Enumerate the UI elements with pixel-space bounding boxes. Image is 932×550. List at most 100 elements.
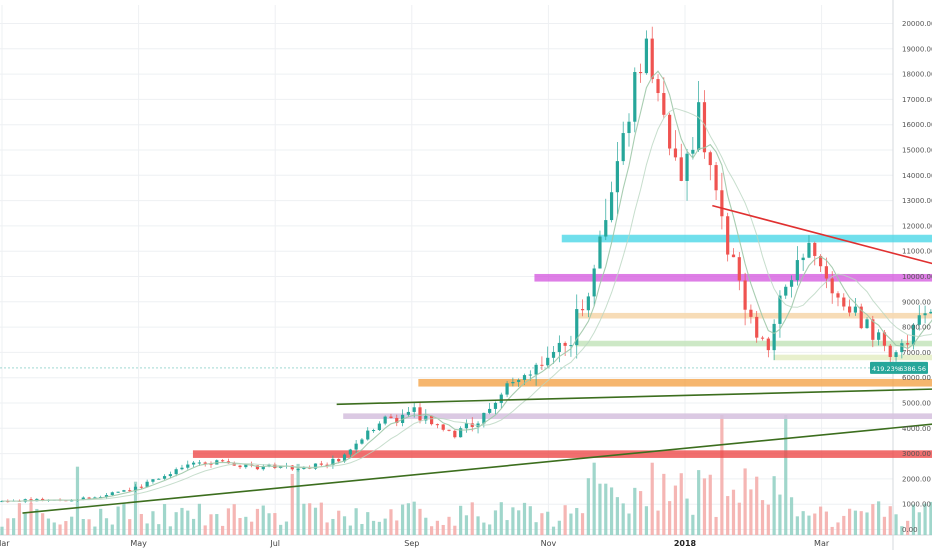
candle-body xyxy=(238,465,242,468)
volume-bar xyxy=(830,526,834,535)
candle-body xyxy=(859,306,863,329)
volume-bar xyxy=(104,518,109,535)
volume-bar xyxy=(232,504,236,535)
volume-bar xyxy=(441,524,445,535)
volume-bar xyxy=(284,521,289,535)
volume-bar xyxy=(691,514,695,535)
price-tick-label: 9000.00 xyxy=(902,298,931,306)
candle-body xyxy=(586,296,590,311)
candle-body xyxy=(70,500,74,502)
volume-bar xyxy=(865,512,869,535)
price-tick-label: 5000.00 xyxy=(902,400,931,408)
candle-body xyxy=(737,257,741,281)
volume-bar xyxy=(505,520,509,535)
time-tick-label: Jul xyxy=(269,539,280,548)
candle-body xyxy=(244,464,248,468)
volume-bar xyxy=(162,504,167,535)
volume-bar xyxy=(726,496,730,535)
volume-bar xyxy=(174,512,178,535)
volume-bar xyxy=(81,519,85,535)
candle-body xyxy=(255,465,260,470)
volume-bar xyxy=(563,505,567,535)
candle-body xyxy=(342,454,347,462)
volume-bar xyxy=(720,415,724,535)
volume-bar xyxy=(453,525,457,535)
candle-body xyxy=(691,149,695,154)
zone-band xyxy=(418,378,932,387)
volume-bar xyxy=(853,510,858,535)
candle-body xyxy=(702,102,707,153)
candle-body xyxy=(848,306,852,313)
price-axis[interactable]: 0.00 1000.00 2000.00 3000.00 4000.00 5000.00 6… xyxy=(902,20,932,534)
volume-bar xyxy=(639,491,643,535)
volume-bar xyxy=(923,503,927,535)
candle-body xyxy=(186,464,190,468)
candle-body xyxy=(302,467,306,469)
volume-bar xyxy=(267,513,271,535)
volume-bar xyxy=(697,470,701,535)
candle-body xyxy=(435,424,440,426)
last-price-tag: 419.23%6386.56 xyxy=(0,361,928,374)
time-axis[interactable]: MarMayJulSepNov2018MarMayJulSepNov2019Ma… xyxy=(0,539,932,548)
candle-body xyxy=(296,468,300,470)
candle-body xyxy=(261,466,265,470)
volume-bar xyxy=(894,514,898,535)
candle-body xyxy=(569,345,573,347)
volume-bar xyxy=(627,513,631,535)
volume-bar xyxy=(35,508,39,535)
time-tick-label: Mar xyxy=(0,539,10,548)
volume-bar xyxy=(215,514,219,535)
price-tick-label: 8000.00 xyxy=(902,324,931,332)
volume-bar xyxy=(273,513,277,535)
volume-bar xyxy=(656,510,660,535)
trendline-rising-support-lower xyxy=(22,423,932,514)
volume-bar xyxy=(749,489,753,535)
volume-bar xyxy=(650,462,654,535)
volume-bar xyxy=(482,522,486,535)
candle-body xyxy=(406,411,410,415)
volume-bar xyxy=(743,468,747,535)
candle-body xyxy=(656,79,660,94)
candle-body xyxy=(644,38,649,74)
candle-body xyxy=(639,72,643,74)
volume-bar xyxy=(17,503,22,535)
candle-body xyxy=(604,220,608,237)
candle-body xyxy=(795,260,799,281)
candle-body xyxy=(162,476,167,479)
candle-body xyxy=(116,491,120,493)
volume-bar xyxy=(813,513,817,535)
volume-bar xyxy=(52,522,56,535)
volume-bar xyxy=(609,487,614,535)
candle-body xyxy=(726,216,730,255)
price-tick-label: 13000.00 xyxy=(902,197,932,205)
candle-body xyxy=(546,357,550,366)
candle-body xyxy=(557,342,561,352)
volume-bar xyxy=(313,507,318,535)
volume-bar xyxy=(29,502,33,535)
volume-bar xyxy=(151,511,155,535)
volume-bar xyxy=(772,476,776,535)
candle-body xyxy=(488,408,492,413)
candle-body xyxy=(418,407,422,421)
volume-bar xyxy=(557,520,561,535)
volume-bar xyxy=(23,513,27,535)
volume-bar xyxy=(517,510,521,535)
candle-body xyxy=(772,323,776,351)
candle-body xyxy=(784,286,788,296)
volume-bar xyxy=(255,508,260,535)
volume-bar xyxy=(784,415,788,535)
candle-body xyxy=(319,463,323,465)
price-tick-label: 18000.00 xyxy=(902,71,932,79)
candle-body xyxy=(679,157,683,181)
volume-bar xyxy=(46,518,51,535)
candle-body xyxy=(731,254,736,258)
price-tick-label: 11000.00 xyxy=(902,248,932,256)
candle-body xyxy=(917,315,921,325)
volume-bar xyxy=(325,522,329,535)
volume-bar xyxy=(877,501,881,535)
candle-body xyxy=(813,242,817,256)
volume-bar xyxy=(226,508,231,535)
candle-body xyxy=(110,492,114,496)
volume-bar xyxy=(395,520,399,535)
